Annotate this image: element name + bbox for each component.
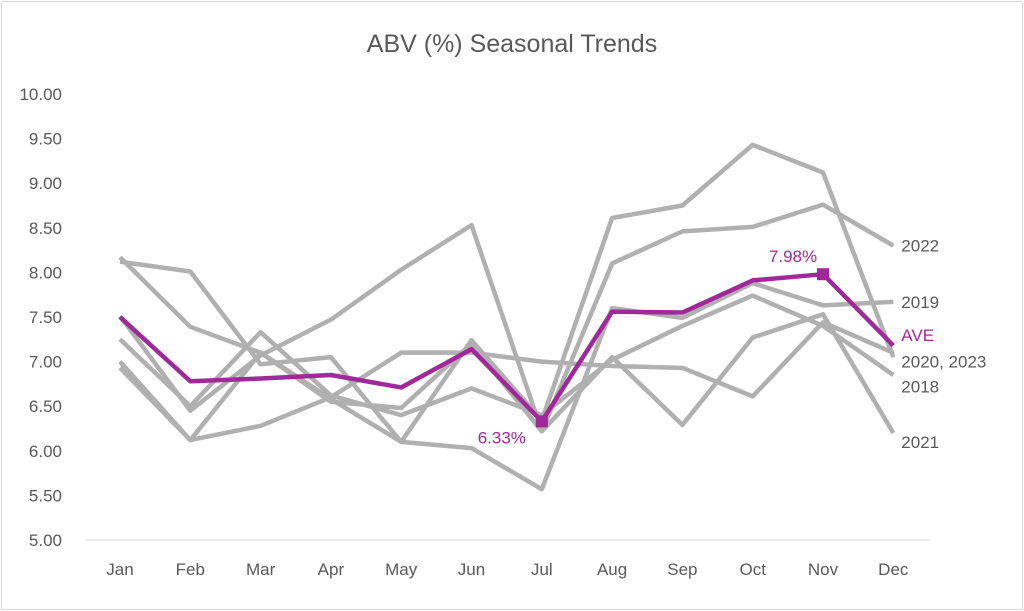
series-end-label: 2020, 2023: [901, 353, 986, 372]
x-tick-label: Aug: [597, 560, 627, 579]
marker-nov: [817, 268, 829, 281]
series-line-2022: [118, 202, 895, 434]
x-tick-label: May: [385, 560, 418, 579]
series-line-2020: [119, 142, 896, 445]
data-label-jul: 6.33%: [478, 428, 526, 447]
series-line-2019: [118, 255, 894, 492]
x-tick-label: Mar: [246, 560, 276, 579]
series-end-label: 2021: [901, 433, 939, 452]
marker-jul: [535, 415, 548, 428]
x-tick-label: Jun: [458, 560, 485, 579]
chart-title: ABV (%) Seasonal Trends: [367, 30, 657, 58]
series-line-average: [118, 271, 895, 424]
x-tick-label: Oct: [739, 560, 766, 579]
y-tick-label: 10.00: [19, 85, 62, 104]
y-tick-label: 8.00: [29, 263, 62, 282]
x-tick-label: Sep: [667, 560, 697, 579]
x-tick-label: Feb: [176, 560, 205, 579]
series-end-label: 2019: [901, 293, 939, 312]
y-tick-label: 6.00: [29, 442, 62, 461]
y-tick-label: 5.00: [29, 531, 62, 550]
y-tick-label: 5.50: [29, 486, 62, 505]
y-tick-label: 8.50: [29, 219, 62, 238]
y-tick-label: 7.00: [29, 353, 62, 372]
x-tick-label: Dec: [878, 560, 909, 579]
x-tick-label: Nov: [808, 560, 839, 579]
series-end-label: 2018: [901, 378, 939, 397]
x-tick-label: Jan: [106, 560, 133, 579]
series-end-label-average: AVE: [901, 326, 934, 345]
y-tick-label: 9.00: [29, 174, 62, 193]
data-label-nov: 7.98%: [769, 247, 817, 266]
y-tick-label: 9.50: [29, 130, 62, 149]
y-tick-label: 7.50: [29, 308, 62, 327]
x-tick-label: Apr: [318, 560, 345, 579]
y-tick-label: 6.50: [29, 397, 62, 416]
series-end-label: 2022: [901, 237, 939, 256]
series-line-2023: [118, 320, 895, 443]
x-tick-label: Jul: [531, 560, 553, 579]
series-line-2018: [118, 293, 895, 418]
